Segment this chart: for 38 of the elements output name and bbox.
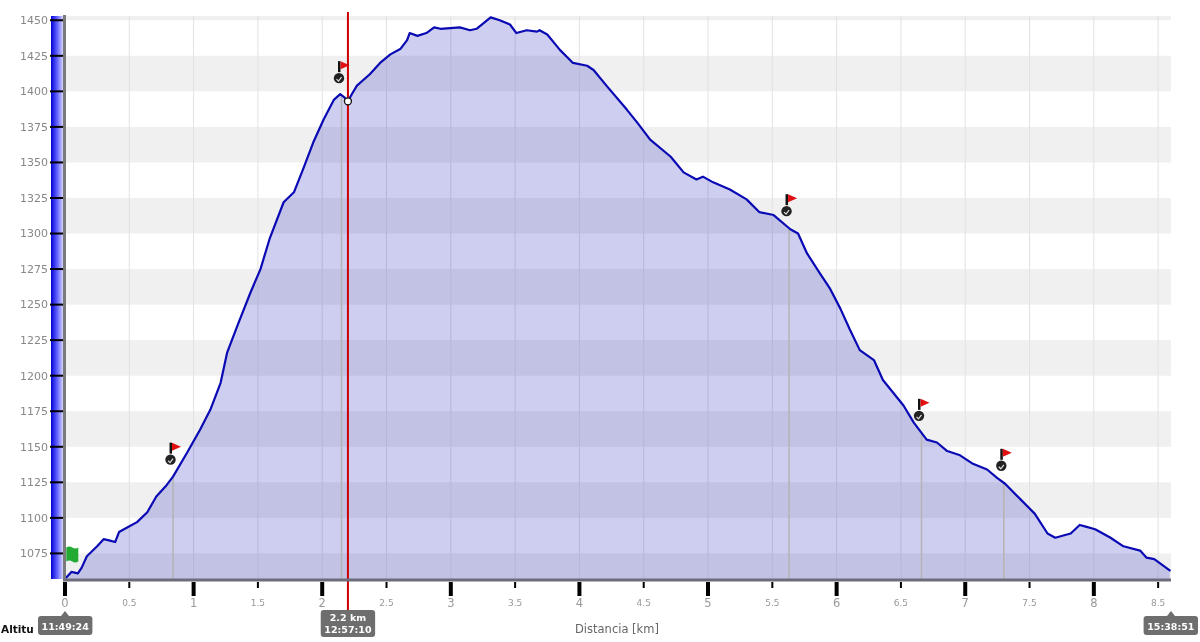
y-tick-label: 1100 [20, 511, 48, 525]
y-tick-label: 1275 [20, 262, 48, 276]
x-tick-label: 8.5 [1150, 598, 1166, 609]
y-tick-label: 1075 [20, 547, 48, 561]
x-tick-label: 7.5 [1022, 598, 1037, 609]
x-tick-label: 0.5 [122, 598, 137, 609]
y-tick-label: 1225 [20, 334, 48, 347]
x-tick-label: 5.5 [765, 598, 780, 609]
x-tick-label: 3.5 [507, 598, 523, 609]
text: 11:49:24 [41, 620, 90, 632]
x-tick-label: 6.5 [893, 598, 909, 609]
y-tick-label: 1450 [20, 14, 48, 28]
y-tick-label: 1150 [20, 440, 48, 454]
x-tick-label: 4 [575, 596, 584, 611]
x-tick-label: 2 [318, 596, 326, 611]
text: 15:38:51 [1147, 620, 1195, 632]
x-tick-label: 3 [447, 596, 455, 611]
x-axis-title: Distancia [km] [575, 622, 659, 636]
y-tick-label: 1325 [20, 191, 48, 205]
x-tick-label: 7 [961, 596, 969, 611]
x-tick-label: 2.5 [379, 598, 394, 609]
y-tick-label: 1175 [20, 405, 48, 419]
y-tick-label: 1125 [20, 476, 48, 490]
x-tick-label: 5 [704, 596, 712, 611]
x-tick-label: 1.5 [250, 598, 266, 609]
y-tick-label: 1375 [20, 120, 48, 134]
x-tick-label: 6 [832, 596, 841, 611]
x-tick-label: 1 [189, 596, 198, 611]
x-tick-label: 4.5 [636, 598, 651, 609]
x-tick-label: 0 [61, 596, 69, 611]
y-tick-label: 1400 [20, 85, 48, 99]
y-tick-label: 1350 [20, 156, 48, 170]
y-tick-label: 1200 [20, 369, 48, 383]
x-tick-label: 8 [1090, 596, 1098, 611]
y-tick-label: 1300 [20, 227, 48, 241]
y-tick-label: 1425 [20, 49, 48, 63]
y-axis-title: Altitu [1, 623, 34, 635]
y-tick-label: 1250 [20, 298, 48, 312]
